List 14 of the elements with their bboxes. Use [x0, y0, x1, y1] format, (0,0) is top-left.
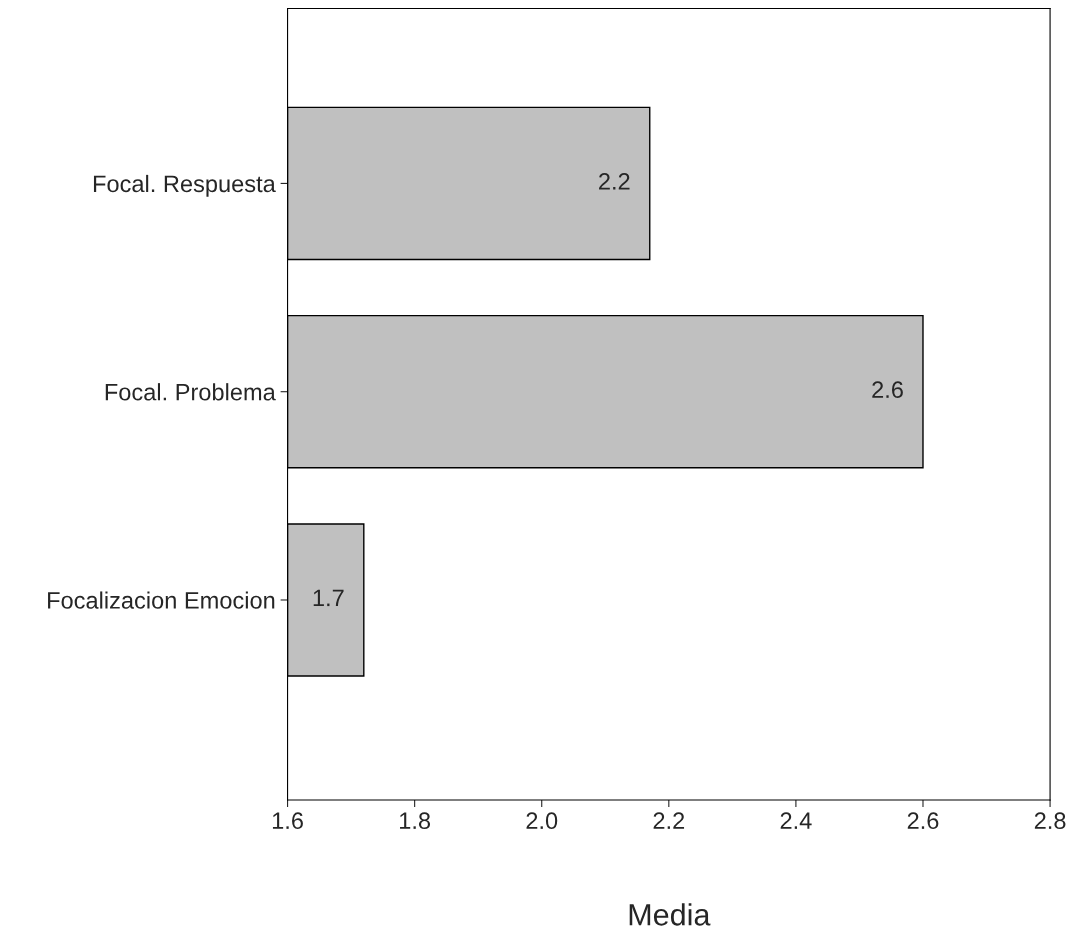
x-tick-label: 1.8	[400, 812, 431, 830]
x-tick-label: 2.4	[780, 812, 812, 829]
data-label: 2.6	[872, 381, 903, 399]
x-tick-label: 2.0	[526, 812, 558, 830]
data-label: 1.7	[313, 589, 344, 607]
y-tick-label: Focal. Problema	[105, 383, 276, 401]
y-tick-label: Focal. Respuesta	[93, 174, 276, 197]
x-axis-title: Media	[629, 903, 711, 926]
data-label: 2.2	[599, 173, 630, 190]
y-tick-label: Focalizacion Emocion	[48, 591, 275, 609]
x-tick-label: 2.6	[907, 812, 939, 830]
x-tick-label: 2.8	[1034, 812, 1066, 830]
x-tick-label: 1.6	[272, 812, 303, 830]
x-tick-label: 2.2	[653, 812, 685, 829]
